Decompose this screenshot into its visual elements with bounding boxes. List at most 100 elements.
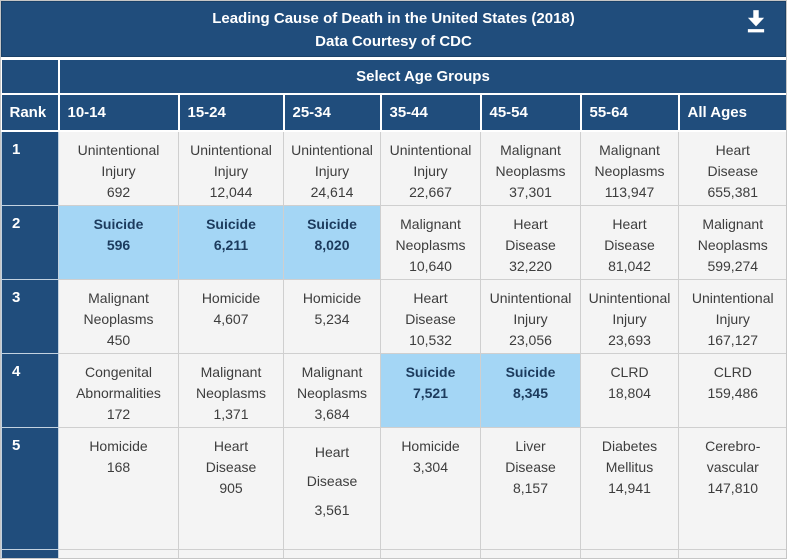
page-title: Leading Cause of Death in the United Sta…: [212, 10, 575, 27]
title-bar: Leading Cause of Death in the United Sta…: [1, 1, 786, 57]
cause-cell: Unintentional Injury 692: [58, 130, 179, 206]
cause-cell: [178, 548, 284, 558]
cause-cell: Homicide 168: [58, 426, 179, 550]
age-column-header-25-34: 25-34: [282, 93, 382, 132]
death-count: 10,640: [409, 257, 452, 274]
cause-name: Cerebro- vascular: [705, 437, 761, 475]
death-count: 23,056: [509, 331, 552, 348]
death-count: 655,381: [707, 184, 759, 200]
cause-name: Unintentional Injury: [190, 142, 272, 179]
death-count: 905: [219, 479, 243, 496]
cause-name: CLRD: [610, 363, 649, 380]
cause-name: Liver Disease: [505, 437, 556, 475]
cause-name: Unintentional Injury: [691, 289, 774, 327]
cause-cell: Malignant Neoplasms 10,640: [380, 204, 481, 280]
death-count: 4,607: [213, 310, 249, 327]
cause-cell: Unintentional Injury 23,693: [580, 278, 679, 354]
rank-cell: 1: [1, 130, 59, 206]
group-header-row: Select Age Groups: [1, 60, 786, 95]
page-subtitle: Data Courtesy of CDC: [315, 33, 472, 50]
column-header-row: Rank 10-14 15-24 25-34 35-44 45-54 55-64…: [1, 93, 786, 132]
death-count: 3,684: [314, 405, 350, 422]
cause-name: Homicide: [401, 437, 460, 454]
rank-cell: [1, 548, 59, 558]
death-count: 3,561: [314, 501, 350, 518]
cause-cell: [283, 548, 381, 558]
death-count: 8,157: [512, 479, 549, 496]
rank-header-spacer: [1, 60, 60, 95]
cause-cell: Malignant Neoplasms 3,684: [283, 352, 381, 428]
download-icon: [743, 8, 769, 39]
cause-name: Congenital Abnormalities: [76, 363, 161, 401]
death-count: 37,301: [509, 184, 552, 200]
cause-cell: Malignant Neoplasms 113,947: [580, 130, 679, 206]
table-row-partial: [1, 548, 786, 558]
death-count: 113,947: [604, 184, 655, 200]
cause-name: Malignant Neoplasms: [594, 142, 665, 179]
death-count: 3,304: [412, 458, 449, 475]
death-count: 596: [106, 236, 131, 253]
cause-name: Malignant Neoplasms: [495, 142, 566, 179]
death-count: 18,804: [608, 384, 651, 401]
cause-name: Malignant Neoplasms: [697, 215, 768, 253]
cause-cell: [58, 548, 179, 558]
death-count: 168: [106, 458, 131, 475]
rank-cell: 5: [1, 426, 59, 550]
cause-name: Homicide: [302, 289, 362, 306]
table-row-rank-5: 5 Homicide 168 Heart Disease 905 Heart Dis…: [1, 426, 786, 550]
cause-cell: Heart Disease 655,381: [677, 130, 786, 206]
cause-name: Malignant Neoplasms: [195, 363, 267, 401]
cause-cell: Homicide 5,234: [283, 278, 381, 354]
cause-name: Homicide: [201, 289, 261, 306]
death-count: 10,532: [409, 331, 452, 348]
death-count: 32,220: [509, 257, 552, 274]
cause-cell: CLRD 18,804: [580, 352, 679, 428]
cause-name: Suicide: [206, 215, 256, 232]
death-count: 8,020: [314, 236, 350, 253]
cause-cell-highlighted: Suicide 8,345: [480, 352, 581, 428]
cause-cell-highlighted: Suicide 596: [58, 204, 179, 280]
cause-name: Heart Disease: [604, 215, 655, 253]
cause-name: Suicide: [405, 363, 456, 380]
death-count: 450: [106, 331, 131, 348]
cause-name: Unintentional Injury: [389, 142, 472, 179]
death-count: 1,371: [213, 405, 249, 422]
rank-cell: 2: [1, 204, 59, 280]
cause-name: Malignant Neoplasms: [296, 363, 368, 401]
cause-name: Malignant Neoplasms: [83, 289, 154, 327]
rank-cell: 3: [1, 278, 59, 354]
death-count: 5,234: [314, 310, 350, 327]
cause-cell: Malignant Neoplasms 450: [58, 278, 179, 354]
cause-name: Unintentional Injury: [588, 289, 671, 327]
cause-cell: Heart Disease 3,561: [283, 426, 381, 550]
cause-cell: Unintentional Injury 24,614: [283, 130, 381, 206]
cause-cell: Heart Disease 32,220: [480, 204, 581, 280]
rank-cell: 4: [1, 352, 59, 428]
download-button[interactable]: [741, 8, 771, 38]
age-groups-header: Select Age Groups: [57, 60, 786, 95]
cause-name: Unintentional Injury: [291, 142, 373, 179]
age-column-header-55-64: 55-64: [579, 93, 680, 132]
cause-cell: Heart Disease 10,532: [380, 278, 481, 354]
cause-name: Diabetes Mellitus: [601, 437, 658, 475]
cause-cell: Unintentional Injury 12,044: [178, 130, 284, 206]
cause-cell: [480, 548, 581, 558]
death-count: 8,345: [512, 384, 549, 401]
cause-name: Heart Disease: [505, 215, 556, 253]
cause-cell: CLRD 159,486: [677, 352, 786, 428]
death-count: 22,667: [409, 184, 452, 200]
death-count: 159,486: [707, 384, 759, 401]
death-count: 172: [106, 405, 131, 422]
cause-cell: Liver Disease 8,157: [480, 426, 581, 550]
death-count: 24,614: [310, 184, 354, 200]
table-row-rank-2: 2 Suicide 596 Suicide 6,211 Suicide 8,020 M…: [1, 204, 786, 280]
cause-cell: Homicide 3,304: [380, 426, 481, 550]
cause-cell: Cerebro- vascular 147,810: [677, 426, 786, 550]
table-row-rank-3: 3 Malignant Neoplasms 450 Homicide 4,607 H…: [1, 278, 786, 354]
cause-name: Heart Disease: [205, 437, 257, 475]
age-column-header-all-ages: All Ages: [677, 93, 786, 132]
death-count: 599,274: [707, 257, 759, 274]
cause-cell: Diabetes Mellitus 14,941: [580, 426, 679, 550]
cause-cell: Congenital Abnormalities 172: [58, 352, 179, 428]
